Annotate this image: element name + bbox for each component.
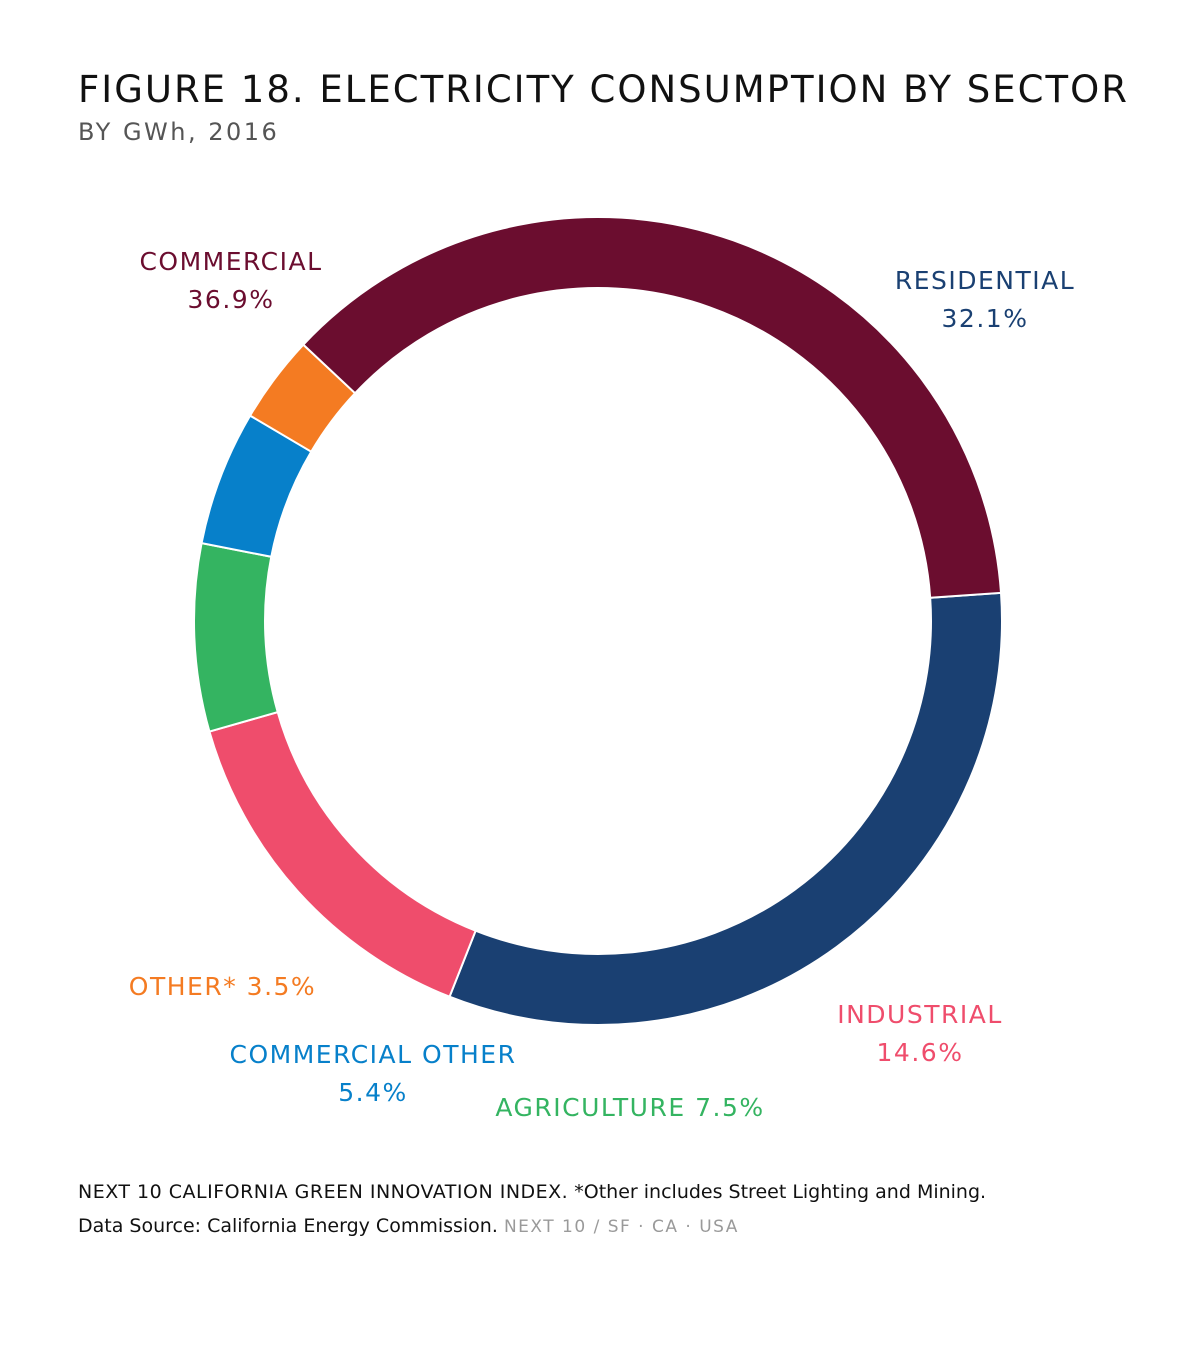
- label-agriculture-value: 7.5%: [695, 1093, 765, 1122]
- slice-residential: [448, 591, 1003, 1026]
- label-residential-name: RESIDENTIAL: [894, 266, 1076, 295]
- label-residential: RESIDENTIAL 32.1%: [885, 262, 1085, 338]
- footer: NEXT 10 CALIFORNIA GREEN INNOVATION INDE…: [78, 1175, 986, 1244]
- chart-title: FIGURE 18. ELECTRICITY CONSUMPTION BY SE…: [78, 68, 1129, 111]
- footer-org: NEXT 10 CALIFORNIA GREEN INNOVATION INDE…: [78, 1181, 569, 1203]
- footer-line-1: NEXT 10 CALIFORNIA GREEN INNOVATION INDE…: [78, 1175, 986, 1209]
- label-commercial-name: COMMERCIAL: [139, 247, 323, 276]
- footer-source: Data Source: California Energy Commissio…: [78, 1215, 498, 1237]
- label-industrial-value: 14.6%: [876, 1038, 964, 1067]
- label-commercial-other-name: COMMERCIAL OTHER: [229, 1040, 517, 1069]
- slice-commercial: [301, 216, 1003, 599]
- label-residential-value: 32.1%: [941, 304, 1029, 333]
- chart-subtitle: BY GWh, 2016: [78, 118, 280, 146]
- slice-industrial: [208, 710, 477, 999]
- label-other-name: OTHER*: [128, 972, 238, 1001]
- footer-tag: NEXT 10 / SF · CA · USA: [503, 1217, 739, 1237]
- label-commercial-value: 36.9%: [187, 285, 275, 314]
- label-other-value: 3.5%: [246, 972, 317, 1001]
- label-industrial-name: INDUSTRIAL: [837, 1000, 1003, 1029]
- label-agriculture: AGRICULTURE 7.5%: [470, 1089, 790, 1127]
- slice-agriculture: [193, 541, 279, 733]
- label-commercial: COMMERCIAL 36.9%: [126, 243, 336, 319]
- label-other: OTHER* 3.5%: [110, 968, 335, 1006]
- label-industrial: INDUSTRIAL 14.6%: [820, 996, 1020, 1072]
- footer-note: *Other includes Street Lighting and Mini…: [574, 1181, 987, 1203]
- label-agriculture-name: AGRICULTURE: [495, 1093, 686, 1122]
- label-commercial-other: COMMERCIAL OTHER 5.4%: [208, 1036, 538, 1112]
- label-commercial-other-value: 5.4%: [338, 1078, 408, 1107]
- footer-line-2: Data Source: California Energy Commissio…: [78, 1209, 986, 1244]
